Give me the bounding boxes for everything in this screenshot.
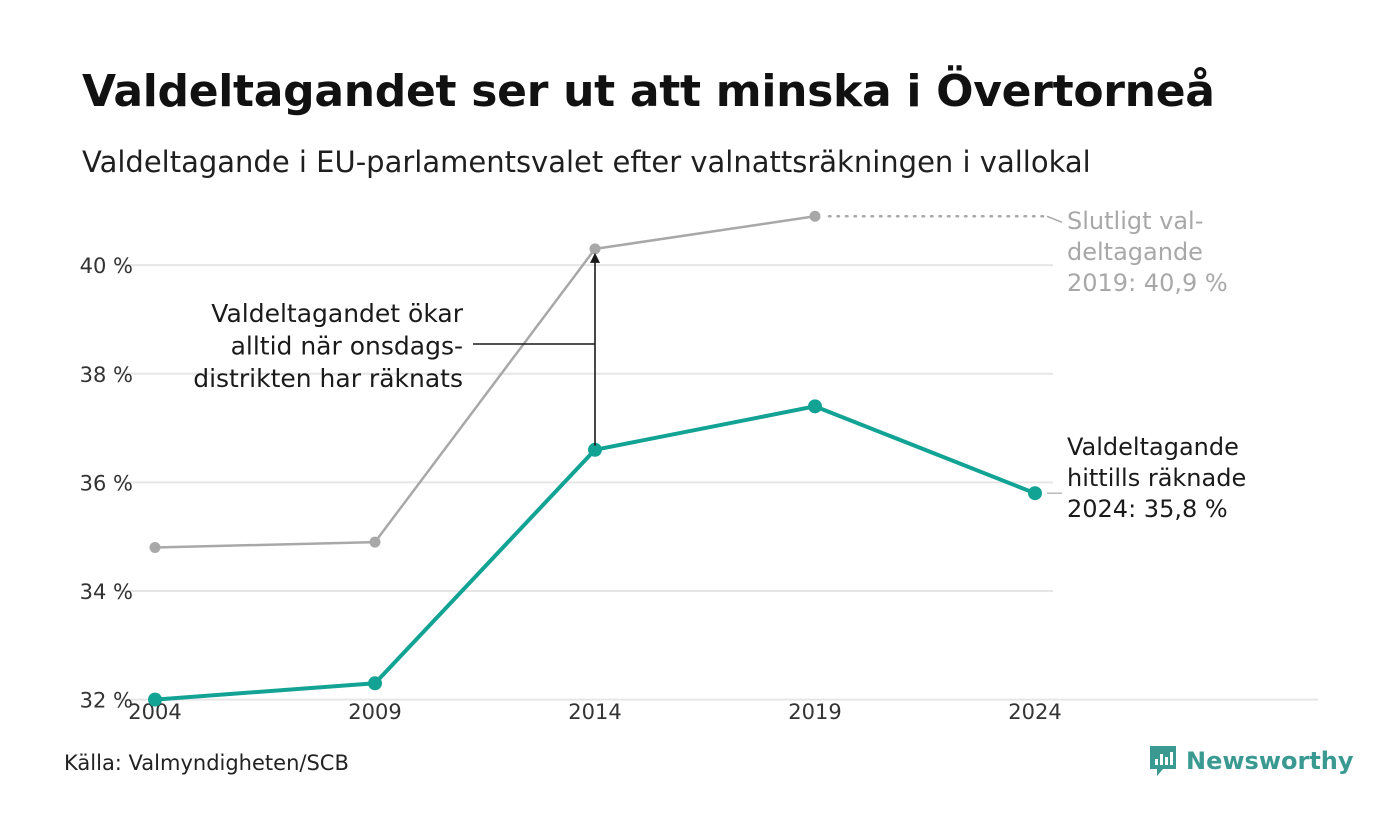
y-tick-label: 38 %: [80, 363, 133, 387]
chart-title: Valdeltagandet ser ut att minska i Övert…: [82, 66, 1215, 117]
counted-series-point: [588, 442, 602, 457]
series-lines: [148, 210, 1042, 707]
y-tick-label: 32 %: [80, 689, 133, 713]
chart-subtitle: Valdeltagande i EU-parlamentsvalet efter…: [82, 145, 1091, 179]
counted-2024-label: hittills räknade: [1067, 464, 1246, 492]
line-chart: 32 %34 %36 %38 %40 % 2004 2009 2014 2019 202…: [80, 207, 1318, 724]
x-axis-tick-labels: 2004 2009 2014 2019 2024: [128, 700, 1061, 724]
counted-series-point: [1028, 486, 1042, 501]
annotations: Valdeltagandet ökar alltid när onsdags-di…: [193, 207, 1246, 523]
counted-series-point: [368, 676, 382, 691]
final-series-point: [149, 542, 161, 554]
final-series-point: [589, 243, 601, 255]
counted-series-point: [148, 692, 162, 707]
final-2019-label: 2019: 40,9 %: [1067, 269, 1228, 297]
counted-2024-label: 2024: 35,8 %: [1067, 495, 1228, 523]
x-tick-label: 2009: [348, 700, 401, 724]
brand-name: Newsworthy: [1186, 747, 1354, 775]
final-label-connector: [1046, 215, 1063, 223]
y-tick-label: 40 %: [80, 254, 133, 278]
y-tick-label: 36 %: [80, 471, 133, 495]
increase-annotation-text: Valdeltagandet ökar: [211, 299, 463, 328]
brand-logo: Newsworthy: [1148, 744, 1354, 778]
x-tick-label: 2014: [568, 700, 621, 724]
counted-series-point: [808, 399, 822, 414]
x-tick-label: 2019: [788, 700, 841, 724]
source-note: Källa: Valmyndigheten/SCB: [64, 751, 349, 775]
increase-annotation-text: alltid när onsdags-: [231, 332, 463, 361]
final-2019-label: Slutligt val-: [1067, 207, 1203, 235]
y-axis-tick-labels: 32 % 34 % 36 % 38 % 40 %: [80, 254, 133, 712]
increase-annotation-text: distrikten har räknats: [193, 364, 463, 393]
counted-2024-label: Valdeltagande: [1067, 433, 1239, 461]
newsworthy-logo-icon: [1150, 746, 1176, 776]
final-series-point: [809, 210, 821, 222]
final-series-point: [369, 536, 381, 548]
y-tick-label: 34 %: [80, 580, 133, 604]
x-tick-label: 2024: [1008, 700, 1061, 724]
increase-arrowhead: [590, 252, 600, 263]
final-2019-label: deltagande: [1067, 238, 1203, 266]
grid-lines: [118, 264, 1318, 701]
final-series-line: [153, 215, 817, 549]
